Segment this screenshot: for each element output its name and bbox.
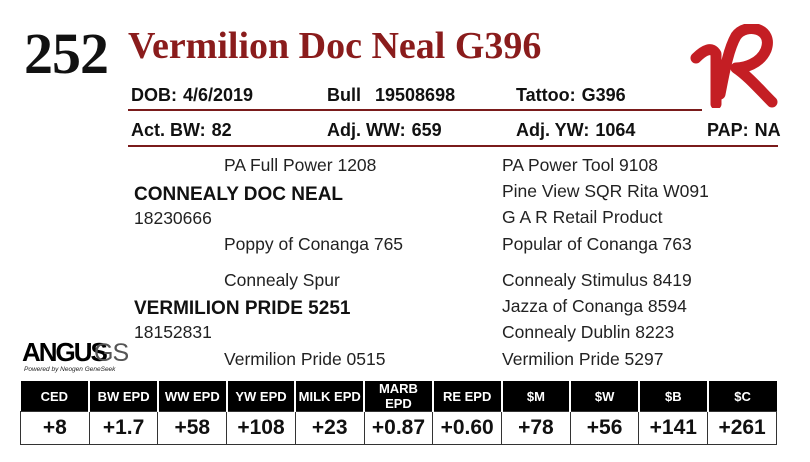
animal-name: Vermilion Doc Neal G396 bbox=[128, 25, 542, 67]
yw-value: 1064 bbox=[595, 120, 636, 140]
divider-line bbox=[128, 145, 778, 147]
epd-header-marb: MARB EPD bbox=[363, 381, 433, 412]
dob-label: DOB: bbox=[131, 85, 177, 105]
epd-table: CED BW EPD WW EPD YW EPD MILK EPD MARB E… bbox=[20, 381, 777, 445]
epd-value-c: +261 bbox=[707, 411, 777, 445]
registration-field: Bull 19508698 bbox=[327, 84, 455, 106]
angus-wordmark: ANGUS bbox=[22, 337, 108, 367]
gs-wordmark: GS bbox=[94, 339, 129, 367]
pap-field: PAP: NA bbox=[707, 119, 781, 141]
registration-number: 19508698 bbox=[375, 85, 456, 105]
weaning-weight-field: Adj. WW: 659 bbox=[327, 119, 442, 141]
epd-value-ced: +8 bbox=[20, 411, 90, 445]
dob-value: 4/6/2019 bbox=[183, 85, 254, 105]
epd-header-ww: WW EPD bbox=[156, 381, 227, 412]
bw-label: Act. BW: bbox=[131, 120, 206, 140]
epd-header-bw: BW EPD bbox=[88, 381, 158, 412]
tattoo-field: Tattoo: G396 bbox=[516, 84, 626, 106]
epd-header-ced: CED bbox=[20, 381, 90, 412]
epd-header-milk: MILK EPD bbox=[294, 381, 365, 412]
sire-sire-dam: Pine View SQR Rita W091 bbox=[502, 181, 709, 201]
lot-number: 252 bbox=[24, 21, 109, 86]
epd-value-re: +0.60 bbox=[432, 411, 503, 445]
sire-dam-sire: G A R Retail Product bbox=[502, 207, 663, 227]
dam-dam-dam: Vermilion Pride 5297 bbox=[502, 349, 664, 369]
vermilion-brand-logo bbox=[690, 24, 778, 108]
pap-value: NA bbox=[754, 120, 781, 140]
epd-value-ww: +58 bbox=[157, 411, 228, 445]
sire-sire-sire: PA Power Tool 9108 bbox=[502, 155, 658, 175]
epd-header-row: CED BW EPD WW EPD YW EPD MILK EPD MARB E… bbox=[20, 381, 777, 412]
epd-header-c: $C bbox=[706, 381, 777, 412]
epd-value-m: +78 bbox=[501, 411, 571, 445]
tattoo-label: Tattoo: bbox=[516, 85, 576, 105]
dam-sire: Connealy Spur bbox=[224, 270, 340, 290]
epd-value-w: +56 bbox=[569, 411, 640, 445]
angus-gs-logo: ANGUS GS Powered by Neogen GeneSeek bbox=[22, 337, 129, 376]
epd-value-yw: +108 bbox=[226, 411, 296, 445]
sex-label: Bull bbox=[327, 85, 361, 105]
epd-header-b: $B bbox=[637, 381, 708, 412]
sire-registration: 18230666 bbox=[134, 208, 212, 228]
birth-weight-field: Act. BW: 82 bbox=[131, 119, 232, 141]
yearling-weight-field: Adj. YW: 1064 bbox=[516, 119, 635, 141]
epd-value-marb: +0.87 bbox=[363, 411, 434, 445]
epd-header-re: RE EPD bbox=[431, 381, 502, 412]
dam-sire-sire: Connealy Stimulus 8419 bbox=[502, 270, 692, 290]
yw-label: Adj. YW: bbox=[516, 120, 590, 140]
dam-name: VERMILION PRIDE 5251 bbox=[134, 298, 351, 319]
epd-header-w: $W bbox=[569, 381, 639, 412]
dam-dam-sire: Connealy Dublin 8223 bbox=[502, 322, 675, 342]
dob-field: DOB: 4/6/2019 bbox=[131, 84, 253, 106]
dam-sire-dam: Jazza of Conanga 8594 bbox=[502, 296, 687, 316]
sire-dam: Poppy of Conanga 765 bbox=[224, 234, 404, 254]
epd-header-m: $M bbox=[500, 381, 571, 412]
dam-registration: 18152831 bbox=[134, 322, 212, 342]
bw-value: 82 bbox=[211, 120, 232, 140]
ww-label: Adj. WW: bbox=[327, 120, 406, 140]
sire-sire: PA Full Power 1208 bbox=[224, 155, 377, 175]
epd-value-row: +8 +1.7 +58 +108 +23 +0.87 +0.60 +78 +56… bbox=[20, 411, 777, 445]
sire-dam-dam: Popular of Conanga 763 bbox=[502, 234, 692, 254]
dam-dam: Vermilion Pride 0515 bbox=[224, 349, 386, 369]
ww-value: 659 bbox=[411, 120, 442, 140]
sire-name: CONNEALY DOC NEAL bbox=[134, 184, 344, 205]
epd-value-bw: +1.7 bbox=[88, 411, 159, 445]
epd-value-milk: +23 bbox=[294, 411, 365, 445]
epd-value-b: +141 bbox=[638, 411, 709, 445]
logo-tagline: Powered by Neogen GeneSeek bbox=[24, 366, 116, 373]
epd-header-yw: YW EPD bbox=[225, 381, 296, 412]
divider-line bbox=[128, 109, 702, 111]
tattoo-value: G396 bbox=[581, 85, 626, 105]
pap-label: PAP: bbox=[707, 120, 749, 140]
